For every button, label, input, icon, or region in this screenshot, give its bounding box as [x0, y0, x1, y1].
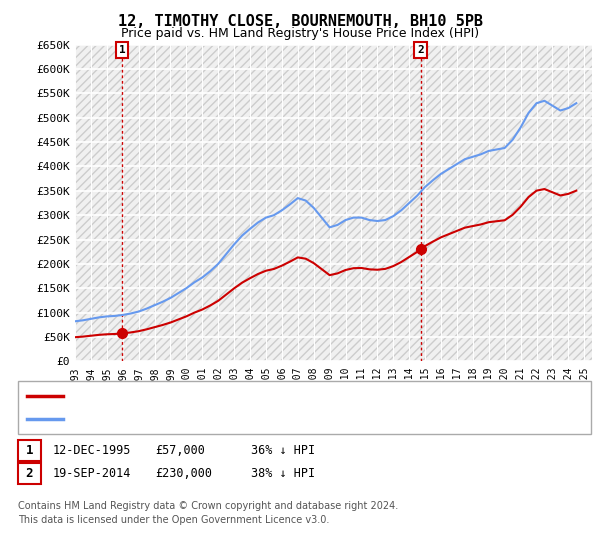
Text: 38% ↓ HPI: 38% ↓ HPI	[251, 466, 315, 480]
Text: This data is licensed under the Open Government Licence v3.0.: This data is licensed under the Open Gov…	[18, 515, 329, 525]
Text: 19-SEP-2014: 19-SEP-2014	[53, 466, 131, 480]
Text: 12-DEC-1995: 12-DEC-1995	[53, 444, 131, 458]
Text: 36% ↓ HPI: 36% ↓ HPI	[251, 444, 315, 458]
Text: £230,000: £230,000	[155, 466, 212, 480]
Text: 2: 2	[26, 466, 33, 480]
Text: 12, TIMOTHY CLOSE, BOURNEMOUTH, BH10 5PB (detached house): 12, TIMOTHY CLOSE, BOURNEMOUTH, BH10 5PB…	[72, 391, 457, 401]
Text: 1: 1	[119, 45, 125, 55]
Text: HPI: Average price, detached house, Bournemouth Christchurch and Poole: HPI: Average price, detached house, Bour…	[72, 414, 545, 424]
Text: Price paid vs. HM Land Registry's House Price Index (HPI): Price paid vs. HM Land Registry's House …	[121, 27, 479, 40]
Text: 12, TIMOTHY CLOSE, BOURNEMOUTH, BH10 5PB: 12, TIMOTHY CLOSE, BOURNEMOUTH, BH10 5PB	[118, 14, 482, 29]
Text: 2: 2	[417, 45, 424, 55]
Text: £57,000: £57,000	[155, 444, 205, 458]
Text: 1: 1	[26, 444, 33, 458]
Text: Contains HM Land Registry data © Crown copyright and database right 2024.: Contains HM Land Registry data © Crown c…	[18, 501, 398, 511]
